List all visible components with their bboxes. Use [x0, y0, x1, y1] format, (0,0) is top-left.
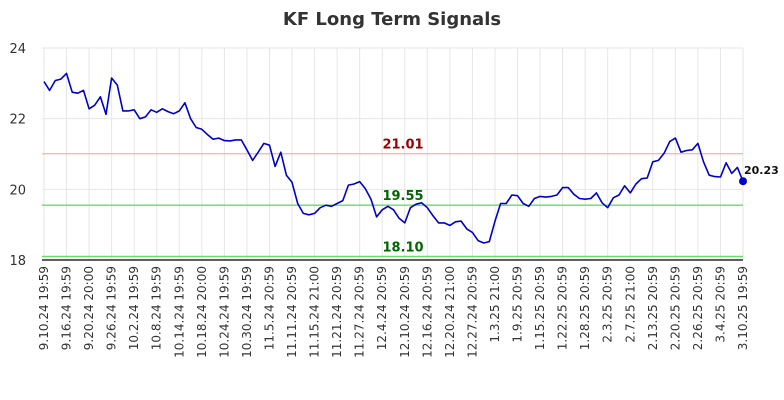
x-tick-label: 11.15.24 21:00	[308, 266, 322, 358]
x-tick-label: 11.21.24 20:59	[330, 266, 344, 358]
x-tick-label: 9.10.24 19:59	[37, 266, 51, 350]
x-tick-label: 12.27.24 20:59	[465, 266, 479, 358]
x-tick-label: 10.30.24 19:59	[240, 266, 254, 358]
reference-lines: 21.01 19.55 18.10	[42, 138, 743, 258]
x-tick-label: 10.2.24 19:59	[127, 266, 141, 350]
x-tick-label: 2.13.25 20:59	[646, 266, 660, 350]
x-tick-label: 9.20.24 20:00	[82, 266, 96, 350]
reference-line-label: 18.10	[382, 240, 423, 255]
x-tick-label: 10.18.24 20:00	[195, 266, 209, 358]
y-tick-label: 20	[9, 183, 26, 198]
x-tick-label: 11.11.24 20:59	[285, 266, 299, 358]
reference-line-label: 19.55	[382, 189, 423, 204]
x-tick-label: 12.16.24 20:59	[420, 266, 434, 358]
x-tick-label: 10.8.24 19:59	[150, 266, 164, 350]
x-axis: 9.10.24 19:59 9.16.24 19:59 9.20.24 20:00 9…	[37, 266, 750, 358]
x-tick-label: 2.7.25 21:00	[623, 266, 637, 343]
x-tick-label: 1.28.25 20:59	[578, 266, 592, 350]
chart-title: KF Long Term Signals	[283, 9, 501, 30]
x-tick-label: 1.15.25 20:59	[533, 266, 547, 350]
x-tick-label: 12.4.24 20:59	[375, 266, 389, 350]
x-tick-label: 2.26.25 20:59	[691, 266, 705, 350]
annotations: 20.23	[744, 164, 779, 177]
x-tick-label: 12.20.24 21:00	[443, 266, 457, 358]
x-tick-label: 3.10.25 19:59	[736, 266, 750, 350]
x-tick-label: 3.4.25 20:59	[713, 266, 727, 343]
x-tick-label: 12.10.24 20:59	[398, 266, 412, 358]
x-tick-label: 9.26.24 19:59	[105, 266, 119, 350]
series-layer	[43, 72, 747, 244]
reference-line-label: 21.01	[382, 138, 423, 153]
last-value-marker	[739, 177, 747, 186]
y-axis: 18 20 22 24	[9, 42, 26, 269]
x-tick-label: 2.3.25 20:59	[601, 266, 615, 343]
x-tick-label: 2.20.25 20:59	[668, 266, 682, 350]
x-tick-label: 10.14.24 19:59	[172, 266, 186, 358]
last-value-label: 20.23	[744, 164, 779, 177]
x-tick-label: 1.3.25 21:00	[488, 266, 502, 343]
x-tick-label: 11.5.24 20:59	[262, 266, 276, 350]
y-tick-label: 18	[9, 254, 26, 269]
x-tick-label: 9.16.24 19:59	[60, 266, 74, 350]
x-tick-label: 1.9.25 20:59	[511, 266, 525, 343]
series-line	[43, 72, 744, 244]
x-tick-label: 11.27.24 20:59	[353, 266, 367, 358]
x-tick-label: 10.24.24 19:59	[217, 266, 231, 358]
x-tick-label: 1.22.25 20:59	[556, 266, 570, 350]
y-tick-label: 22	[9, 113, 26, 128]
y-tick-label: 24	[9, 42, 26, 57]
